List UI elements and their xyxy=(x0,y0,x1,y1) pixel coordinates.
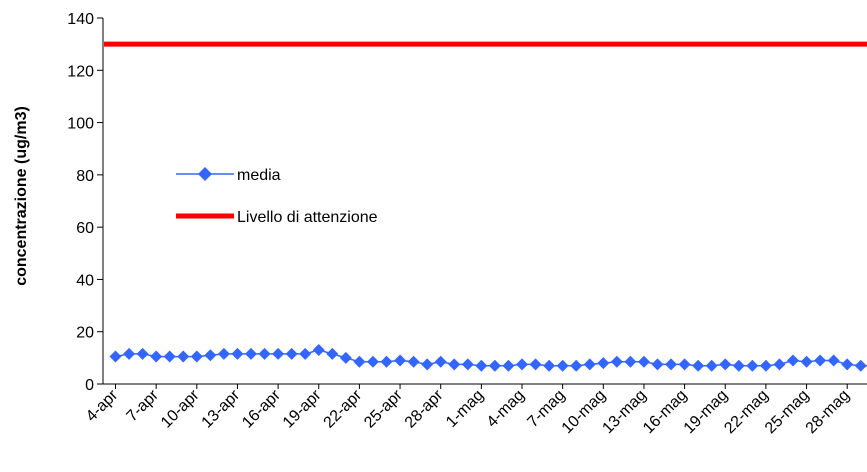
x-tick-label: 4-mag xyxy=(484,387,528,431)
data-point-media xyxy=(150,350,163,363)
data-point-media xyxy=(678,358,691,371)
data-point-media xyxy=(543,359,556,372)
data-point-media xyxy=(380,355,393,368)
x-tick-label: 22-mag xyxy=(721,387,771,437)
data-point-media xyxy=(570,359,583,372)
plot-area xyxy=(102,18,867,385)
data-point-media xyxy=(123,347,136,360)
data-point-media xyxy=(285,347,298,360)
data-point-media xyxy=(610,355,623,368)
data-point-media xyxy=(556,359,569,372)
x-tick-label: 28-apr xyxy=(402,386,447,431)
data-point-media xyxy=(529,358,542,371)
legend-media-label: media xyxy=(237,167,281,184)
y-tick-label: 60 xyxy=(76,220,94,237)
data-point-media xyxy=(488,359,501,372)
data-point-media xyxy=(732,359,745,372)
x-tick-label: 10-mag xyxy=(559,387,609,437)
data-point-media xyxy=(773,358,786,371)
data-point-media xyxy=(841,358,854,371)
y-tick-label: 40 xyxy=(76,272,94,289)
data-point-media xyxy=(407,355,420,368)
data-point-media xyxy=(272,347,285,360)
y-tick-label: 140 xyxy=(67,11,94,28)
y-tick-label: 120 xyxy=(67,63,94,80)
legend-livello-label: Livello di attenzione xyxy=(237,209,378,226)
y-axis-label: concentrazione (ug/m3) xyxy=(13,106,30,286)
data-point-media xyxy=(312,344,325,357)
legend-media-diamond-icon xyxy=(198,167,212,181)
x-tick-label: 19-mag xyxy=(681,387,731,437)
data-point-media xyxy=(759,359,772,372)
y-tick-label: 0 xyxy=(85,377,94,394)
data-point-media xyxy=(637,355,650,368)
data-point-media xyxy=(353,355,366,368)
x-tick-label: 25-mag xyxy=(762,387,812,437)
data-point-media xyxy=(421,358,434,371)
data-point-media xyxy=(231,347,244,360)
data-point-media xyxy=(339,351,352,364)
data-point-media xyxy=(719,358,732,371)
x-tick-label: 1-mag xyxy=(443,387,487,431)
y-axis: 0 20 40 60 80 100 120 140 xyxy=(67,11,103,394)
legend: media Livello di attenzione xyxy=(176,167,378,226)
data-point-media xyxy=(665,358,678,371)
x-tick-label: 10-apr xyxy=(158,386,203,431)
data-point-media xyxy=(299,347,312,360)
data-point-media xyxy=(461,358,474,371)
x-tick-label: 16-apr xyxy=(239,386,284,431)
data-point-media xyxy=(326,347,339,360)
data-point-media xyxy=(705,359,718,372)
data-point-media xyxy=(434,355,447,368)
data-point-media xyxy=(827,354,840,367)
data-point-media xyxy=(624,355,637,368)
data-point-media xyxy=(800,355,813,368)
x-tick-label: 16-mag xyxy=(640,387,690,437)
x-tick-label: 13-apr xyxy=(199,386,244,431)
data-point-media xyxy=(746,359,759,372)
data-point-media xyxy=(204,349,217,362)
data-point-media xyxy=(692,359,705,372)
x-tick-label: 28-mag xyxy=(803,387,853,437)
legend-item-livello: Livello di attenzione xyxy=(176,209,378,226)
x-axis: 4-apr 7-apr10-apr13-apr16-apr19-apr22-apr… xyxy=(83,384,853,437)
x-tick-label: 25-apr xyxy=(361,386,406,431)
data-point-media xyxy=(245,347,257,360)
y-tick-label: 20 xyxy=(76,325,94,342)
data-point-media xyxy=(854,359,867,372)
data-point-media xyxy=(190,350,203,363)
data-point-media xyxy=(258,347,271,360)
data-point-media xyxy=(136,347,149,360)
data-point-media xyxy=(651,358,664,371)
data-point-media xyxy=(597,357,610,370)
data-point-media xyxy=(163,350,176,363)
data-point-media xyxy=(516,358,528,371)
x-tick-label: 13-mag xyxy=(599,387,649,437)
data-point-media xyxy=(109,350,122,363)
x-tick-label: 19-apr xyxy=(280,386,325,431)
data-point-media xyxy=(177,350,190,363)
x-tick-label: 7-apr xyxy=(124,386,163,425)
y-tick-label: 80 xyxy=(76,168,94,185)
data-point-media xyxy=(394,354,407,367)
data-point-media xyxy=(502,359,515,372)
legend-item-media: media xyxy=(176,167,281,184)
data-point-media xyxy=(366,355,379,368)
data-point-media xyxy=(583,358,596,371)
data-point-media xyxy=(814,354,827,367)
x-tick-label: 22-apr xyxy=(321,386,366,431)
series-layer xyxy=(104,41,867,372)
series-line-media xyxy=(115,349,867,367)
data-point-media xyxy=(475,359,488,372)
data-point-media xyxy=(217,347,230,360)
data-point-media xyxy=(448,358,461,371)
y-tick-label: 100 xyxy=(67,116,94,133)
data-point-media xyxy=(787,354,799,367)
